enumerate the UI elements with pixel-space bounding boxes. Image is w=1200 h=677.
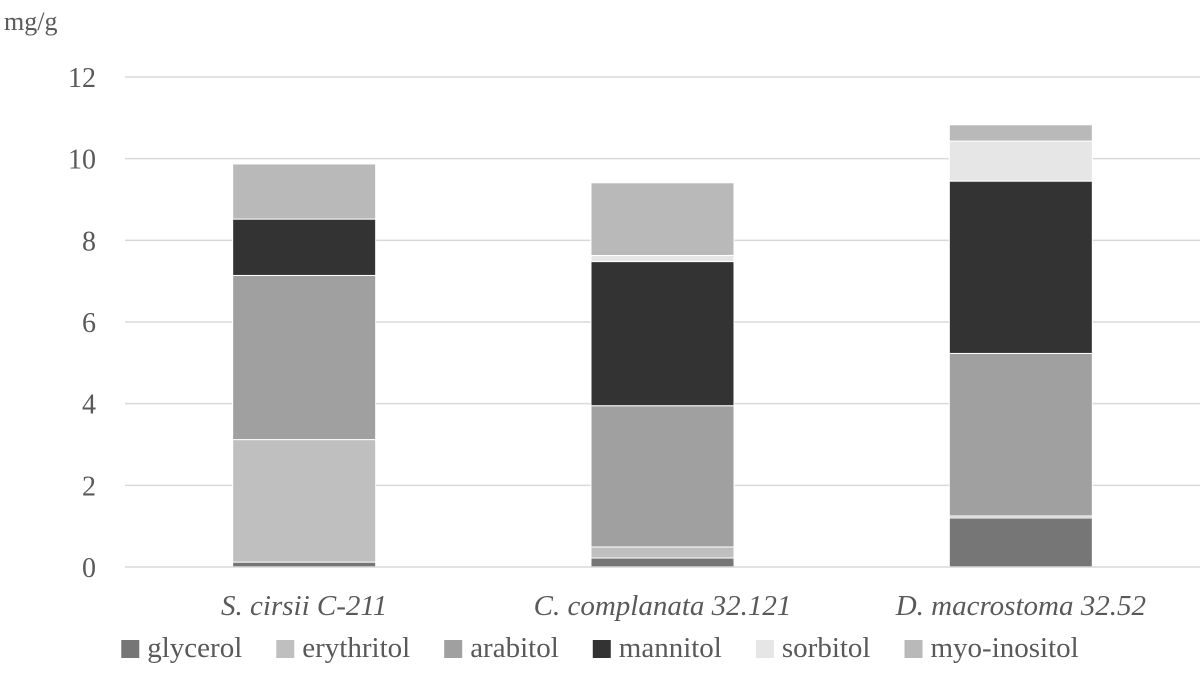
legend-item-mannitol: mannitol <box>592 632 722 664</box>
bar-segment-glycerol <box>590 557 735 568</box>
bar-segment-erythritol <box>232 439 377 563</box>
legend: glycerol erythritol arabitol mannitol sorbit… <box>121 632 1079 664</box>
bar-segment-myo-inositol <box>232 163 377 220</box>
y-tick-label: 2 <box>82 471 96 502</box>
legend-swatch <box>276 640 295 658</box>
bar-segment-sorbitol <box>590 254 735 263</box>
bar-segment-arabitol <box>590 405 735 548</box>
x-category-label: C. complanata 32.121 <box>534 590 792 622</box>
legend-swatch <box>904 640 923 658</box>
bar-segment-mannitol <box>232 218 377 276</box>
legend-item-arabitol: arabitol <box>444 632 559 664</box>
y-tick-label: 8 <box>82 226 96 257</box>
legend-item-sorbitol: sorbitol <box>755 632 871 664</box>
bar-segment-glycerol <box>948 517 1093 568</box>
y-axis-ticks: 0 2 4 6 8 10 12 <box>68 63 96 584</box>
bar-segment-erythritol <box>590 546 735 559</box>
legend-item-erythritol: erythritol <box>276 632 410 664</box>
x-axis-category-labels: S. cirsii C-211 C. complanata 32.121 D. ma… <box>221 590 1146 622</box>
bar-segment-myo-inositol <box>590 182 735 256</box>
legend-swatch <box>755 640 774 658</box>
bars <box>232 124 1093 568</box>
legend-swatch <box>592 640 611 658</box>
legend-label: glycerol <box>147 632 242 664</box>
x-category-label: D. macrostoma 32.52 <box>895 590 1146 622</box>
legend-label: sorbitol <box>782 632 871 664</box>
legend-label: erythritol <box>302 632 410 664</box>
legend-label: mannitol <box>619 632 722 664</box>
y-tick-label: 6 <box>82 308 96 339</box>
x-category-label: S. cirsii C-211 <box>221 590 387 622</box>
legend-item-myo-inositol: myo-inositol <box>904 632 1079 664</box>
y-tick-label: 4 <box>82 390 96 421</box>
legend-label: myo-inositol <box>931 632 1079 664</box>
bar-segment-sorbitol <box>948 140 1093 182</box>
legend-swatch <box>121 640 140 658</box>
bar-segment-arabitol <box>948 352 1093 517</box>
legend-label: arabitol <box>470 632 559 664</box>
y-tick-label: 12 <box>68 63 96 94</box>
y-tick-label: 10 <box>68 145 96 176</box>
y-axis-unit-label: mg/g <box>4 7 57 36</box>
legend-item-glycerol: glycerol <box>121 632 242 664</box>
legend-swatch <box>444 640 463 658</box>
bar-segment-mannitol <box>590 261 735 407</box>
bar-segment-arabitol <box>232 274 377 441</box>
bar-segment-mannitol <box>948 180 1093 354</box>
y-tick-label: 0 <box>82 553 96 584</box>
bar-segment-myo-inositol <box>948 124 1093 142</box>
